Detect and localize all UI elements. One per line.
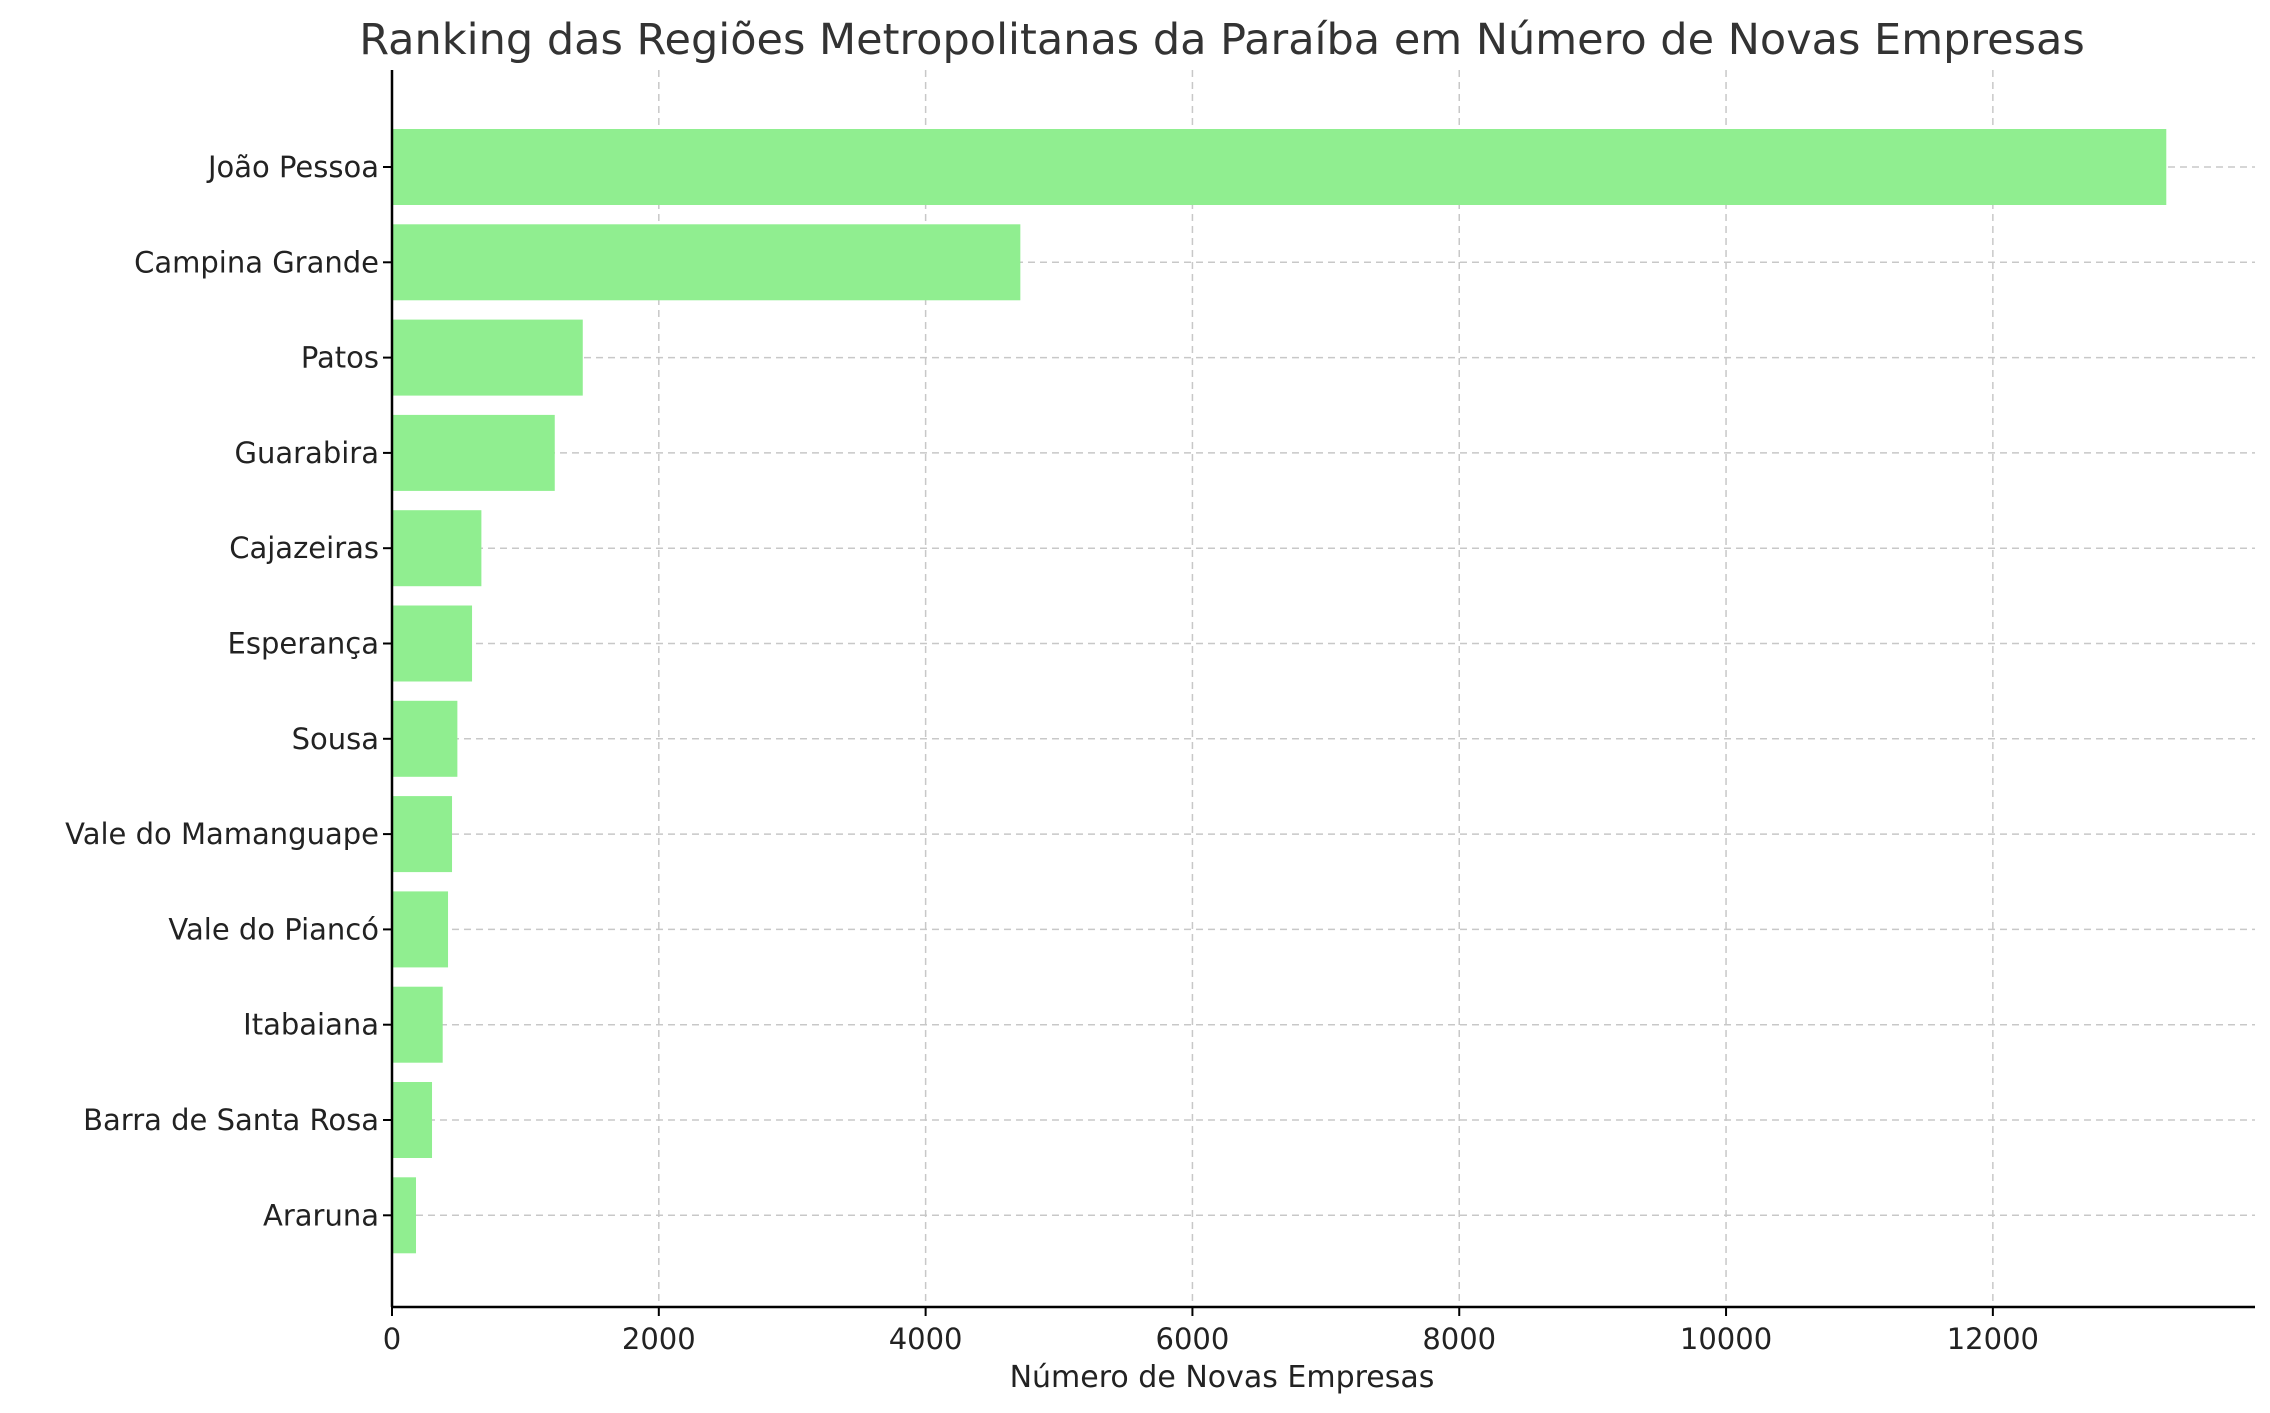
bar bbox=[392, 224, 1021, 301]
x-ticks: 0 2000 4000 6000 8000 10000 12000 bbox=[383, 1307, 2039, 1356]
y-tick-label: Itabaiana bbox=[243, 1008, 379, 1042]
bars bbox=[392, 129, 2167, 1254]
y-tick-label: Cajazeiras bbox=[229, 531, 379, 565]
bar bbox=[392, 129, 2167, 205]
bar bbox=[392, 319, 583, 396]
bar bbox=[392, 1177, 417, 1254]
bar bbox=[392, 414, 555, 491]
y-tick-label: Sousa bbox=[292, 722, 379, 756]
bar bbox=[392, 796, 453, 873]
x-tick-label: 2000 bbox=[622, 1322, 696, 1356]
y-ticks: João Pessoa Campina Grande Patos Guarabira C… bbox=[65, 150, 392, 1232]
bar bbox=[392, 986, 443, 1063]
bar bbox=[392, 510, 482, 587]
y-tick-label: Barra de Santa Rosa bbox=[83, 1103, 379, 1137]
x-tick-label: 8000 bbox=[1422, 1322, 1496, 1356]
x-tick-label: 10000 bbox=[1680, 1322, 1772, 1356]
y-tick-label: Vale do Piancó bbox=[168, 912, 379, 946]
y-tick-label: Esperança bbox=[228, 627, 379, 661]
y-tick-label: João Pessoa bbox=[206, 150, 379, 184]
bar bbox=[392, 605, 473, 682]
axes bbox=[390, 70, 2255, 1309]
x-tick-label: 4000 bbox=[889, 1322, 963, 1356]
y-tick-label: Guarabira bbox=[235, 436, 379, 470]
y-tick-label: Araruna bbox=[263, 1198, 379, 1232]
y-tick-label: Campina Grande bbox=[134, 245, 379, 279]
x-tick-label: 6000 bbox=[1156, 1322, 1230, 1356]
y-tick-label: Patos bbox=[301, 341, 379, 375]
chart-title: Ranking das Regiões Metropolitanas da Pa… bbox=[359, 15, 2085, 65]
x-tick-label: 12000 bbox=[1947, 1322, 2039, 1356]
bar bbox=[392, 891, 449, 968]
y-tick-label: Vale do Mamanguape bbox=[65, 817, 379, 851]
bar bbox=[392, 700, 458, 777]
bar bbox=[392, 1082, 433, 1158]
x-axis-label: Número de Novas Empresas bbox=[1010, 1360, 1435, 1395]
x-tick-label: 0 bbox=[383, 1322, 401, 1356]
